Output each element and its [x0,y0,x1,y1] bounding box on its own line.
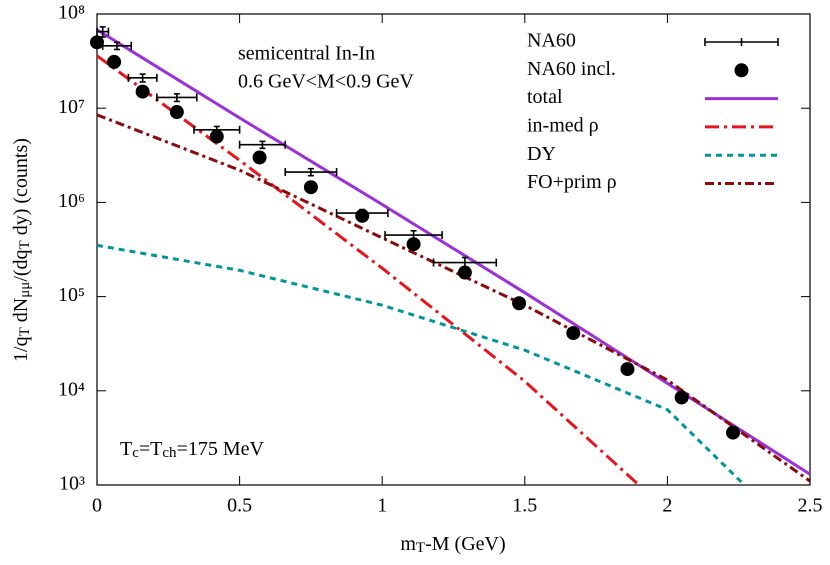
y-tick-label: 10⁷ [58,96,85,118]
label-part: 1/q [10,336,32,362]
x-tick-label: 2 [662,495,672,517]
label-part: =T [139,438,163,460]
data-point [252,150,267,165]
x-tick-label: 1 [377,495,387,517]
annotation: Tc=Tch=175 MeV [120,438,265,462]
data-point [107,54,122,69]
data-point [406,237,421,252]
legend-label: FO+prim ρ [527,171,617,193]
x-axis-label: mT-M (GeV) [400,533,505,557]
x-tick-label: 0.5 [227,495,252,517]
y-tick-label: 10⁶ [58,190,85,212]
legend-label: total [527,86,563,108]
label-part: dy) (counts) [10,138,32,240]
label-part: -M (GeV) [425,533,506,555]
data-point [355,208,370,223]
data-point [512,296,527,311]
data-point [303,180,318,195]
y-tick-label: 10⁴ [58,378,85,400]
label-part: T [416,540,425,556]
data-point [620,362,635,377]
curve [97,54,640,485]
data-point [135,84,150,99]
y-tick-label: 10⁸ [58,2,85,24]
curve [97,113,810,483]
data-point [209,129,224,144]
legend-label: NA60 [527,30,576,52]
label-part: T [17,327,33,336]
x-tick-label: 2.5 [798,495,823,517]
data-point [90,35,104,50]
data-point [674,390,689,405]
curve [97,28,810,476]
error-bar [284,167,338,177]
x-tick-label: 1.5 [512,495,537,517]
y-tick-label: 10³ [59,473,85,495]
label-part: T [120,438,132,460]
legend-swatch [734,63,749,78]
legend-label: NA60 incl. [527,58,616,80]
label-part: c [132,445,139,461]
data-point [566,326,581,341]
label-part: m [400,533,416,555]
error-bar [156,93,198,103]
data-point [457,265,472,280]
data-point [169,105,184,120]
error-bar [238,140,287,150]
error-bar [101,41,133,51]
label-part: /(dq [10,249,32,281]
y-tick-label: 10⁵ [58,284,85,306]
label-part: =175 MeV [177,438,265,460]
legend-label: DY [527,143,556,165]
label-part: μμ [17,282,33,298]
legend-label: in-med ρ [527,114,599,136]
plot-frame [96,13,811,486]
error-bar [96,26,110,38]
curves [97,28,810,485]
curve [97,243,746,485]
error-bar [127,73,158,83]
label-part: ch [162,445,177,461]
data-point [725,425,740,440]
x-tick-label: 0 [92,495,102,517]
annotation: semicentral In-In [238,43,375,65]
annotation: 0.6 GeV<M<0.9 GeV [238,71,414,93]
y-axis-label: 1/qT dNμμ/(dqT dy) (counts) [10,138,34,362]
label-part: dN [10,298,32,327]
label-part: T [17,240,33,249]
